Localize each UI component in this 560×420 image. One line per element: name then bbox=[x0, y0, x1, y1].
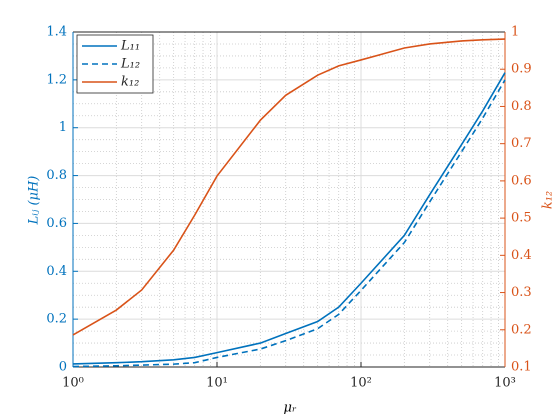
y-tick-label: 0 bbox=[59, 360, 67, 375]
x-tick-label: 10³ bbox=[494, 376, 516, 391]
legend-label: L₁₁ bbox=[120, 39, 140, 54]
y2-tick-label: 0.4 bbox=[511, 248, 532, 263]
y2-tick-label: 0.7 bbox=[511, 136, 532, 151]
y2-tick-label: 0.1 bbox=[511, 360, 532, 375]
y2-tick-label: 0.3 bbox=[511, 285, 532, 300]
y-tick-label: 0.2 bbox=[46, 312, 67, 327]
y-tick-label: 1.2 bbox=[46, 72, 67, 87]
y2-tick-label: 0.2 bbox=[511, 322, 532, 337]
series-line bbox=[72, 72, 506, 365]
y-tick-label: 0.4 bbox=[46, 264, 67, 279]
y2-tick-label: 0.5 bbox=[511, 211, 532, 226]
legend-label: L₁₂ bbox=[120, 57, 140, 72]
x-tick-label: 10² bbox=[350, 376, 372, 391]
y2-tick-label: 0.8 bbox=[511, 99, 532, 114]
y2-tick-label: 0.6 bbox=[511, 173, 532, 188]
series-line bbox=[72, 38, 506, 336]
x-tick-label: 10¹ bbox=[206, 376, 228, 391]
x-tick-label: 10⁰ bbox=[62, 376, 84, 391]
y-tick-label: 0.6 bbox=[46, 216, 67, 231]
y-axis-label: Lᵢⱼ (μH) bbox=[27, 176, 42, 226]
y2-tick-label: 0.9 bbox=[511, 62, 532, 77]
series-line bbox=[72, 79, 506, 368]
x-axis-label: μᵣ bbox=[284, 401, 297, 416]
legend-label: k₁₂ bbox=[121, 75, 139, 90]
y-tick-label: 1.4 bbox=[46, 25, 67, 40]
y-tick-label: 0.8 bbox=[46, 168, 67, 183]
y2-axis-label: k₁₂ bbox=[541, 191, 556, 209]
y2-tick-label: 1 bbox=[511, 25, 519, 40]
y-tick-label: 1 bbox=[59, 120, 67, 135]
